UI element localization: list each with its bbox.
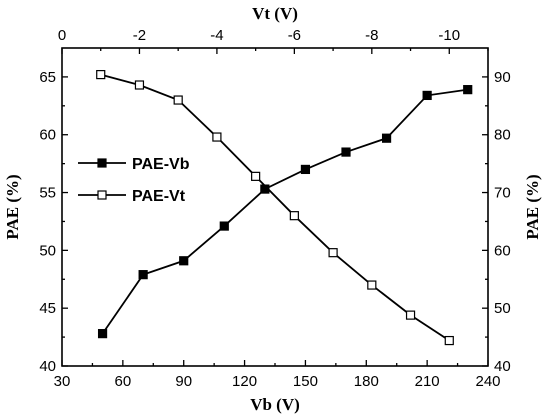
data-point-pae-vb xyxy=(341,147,351,157)
data-point-pae-vt xyxy=(173,95,183,105)
right-tick-label: 60 xyxy=(494,242,511,259)
legend-label: PAE-Vt xyxy=(132,188,186,205)
left-tick-label: 50 xyxy=(39,242,56,259)
top-tick-label: -10 xyxy=(438,27,460,44)
right-tick-label: 80 xyxy=(494,127,511,144)
bottom-tick-label: 180 xyxy=(354,373,379,390)
top-tick-label: -2 xyxy=(133,27,146,44)
right-tick-label: 70 xyxy=(494,185,511,202)
data-point-pae-vt xyxy=(328,248,338,258)
bottom-tick-label: 240 xyxy=(475,373,500,390)
left-tick-label: 55 xyxy=(39,185,56,202)
top-tick-label: 0 xyxy=(58,27,66,44)
data-point-pae-vt xyxy=(134,80,145,90)
right-tick-label: 40 xyxy=(494,358,511,375)
data-point-pae-vb xyxy=(463,85,473,95)
top-tick-label: -6 xyxy=(288,27,301,44)
legend-marker xyxy=(97,158,107,168)
bottom-tick-label: 120 xyxy=(232,373,257,390)
data-point-pae-vb xyxy=(138,270,148,280)
data-point-pae-vt xyxy=(444,335,454,346)
y-axis-title-right: PAE (%) xyxy=(523,174,542,239)
ticks-group: 30 60 90 120 150 180 210 240 0 -2 -4 -6 -8 -10 40 45 50 5… xyxy=(39,27,510,390)
bottom-tick-label: 210 xyxy=(415,373,440,390)
y-axis-title-left: PAE (%) xyxy=(3,174,22,239)
left-tick-label: 40 xyxy=(39,358,56,375)
series-line-pae-vt xyxy=(100,73,450,342)
legend-marker xyxy=(97,190,107,200)
data-point-pae-vb xyxy=(179,256,189,266)
left-tick-label: 65 xyxy=(39,69,56,86)
data-point-pae-vb xyxy=(381,133,392,143)
x-axis-title-top: Vt (V) xyxy=(252,4,298,23)
x-axis-title-bottom: Vb (V) xyxy=(250,395,300,414)
data-point-pae-vt xyxy=(251,171,261,181)
series-group xyxy=(96,69,473,346)
data-point-pae-vb xyxy=(97,329,108,339)
data-point-pae-vb xyxy=(422,90,432,101)
data-point-pae-vt xyxy=(212,132,222,142)
legend: PAE-Vb PAE-Vt xyxy=(78,156,190,205)
axis-titles: Vb (V) Vt (V) PAE (%) PAE (%) xyxy=(3,4,542,414)
bottom-tick-label: 90 xyxy=(175,373,192,390)
top-tick-label: -8 xyxy=(365,27,378,44)
data-point-pae-vt xyxy=(96,69,106,80)
right-tick-label: 50 xyxy=(494,300,511,317)
data-point-pae-vt xyxy=(405,310,416,320)
left-tick-label: 45 xyxy=(39,300,56,317)
data-point-pae-vt xyxy=(367,280,377,290)
data-point-pae-vb xyxy=(300,164,311,175)
top-tick-label: -4 xyxy=(210,27,223,44)
bottom-tick-label: 150 xyxy=(293,373,318,390)
legend-label: PAE-Vb xyxy=(132,156,190,173)
data-point-pae-vt xyxy=(289,211,299,221)
data-point-pae-vb xyxy=(219,221,229,231)
bottom-tick-label: 30 xyxy=(54,373,71,390)
series-line-pae-vb xyxy=(101,88,468,335)
left-tick-label: 60 xyxy=(39,127,56,144)
bottom-tick-label: 60 xyxy=(115,373,132,390)
right-tick-label: 90 xyxy=(494,69,511,86)
